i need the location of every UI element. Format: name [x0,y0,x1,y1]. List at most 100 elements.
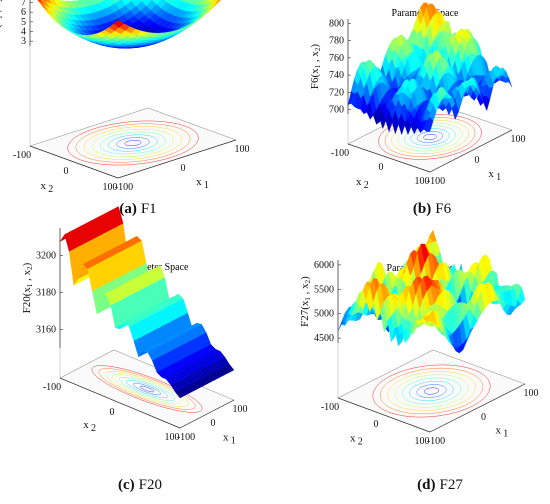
surface [347,2,513,136]
z-label-sub-2: 2 [314,47,322,51]
z-tick-label: 3180 [36,288,56,299]
z-tick-label: 6 [21,7,26,18]
x-axis-label: x [496,425,502,437]
surface-patch [207,0,214,4]
z-label-sub-2: 2 [0,0,4,2]
contour-line [124,139,142,147]
z-label-sub-1: 1 [304,297,312,301]
surface [37,0,221,49]
surface [59,206,235,399]
x-tick-label: -100 [427,176,445,187]
z-label-text: F1(x [0,18,3,39]
y-axis-label: x [40,180,46,192]
contour-line [75,123,191,163]
contour-line [132,382,162,396]
x-axis-label: x [488,168,494,180]
panel-title: Parameter Space [122,262,189,273]
z-label-close: ) [309,44,321,48]
y-axis [347,143,431,173]
y-label-subscript: 2 [358,437,363,448]
contour-line [401,377,462,405]
z-tick-label: 720 [329,87,344,98]
panel-caption: (c) F20 [118,477,162,493]
y-tick-label: 100 [415,176,430,187]
contour-line [83,126,183,160]
surface-patch [185,0,194,4]
contour-line [423,133,437,141]
contour-line [423,387,440,395]
x-tick-label: 100 [233,404,248,415]
y-tick-label: -100 [331,148,349,159]
z-tick-label: 700 [329,105,344,116]
x-tick-label: -100 [427,436,445,447]
z-tick-label: 7 [21,0,26,9]
surface-patch [203,0,211,5]
z-label-sep: , x [309,51,321,65]
y-tick-label: 100 [415,436,430,447]
z-tick-label: 740 [329,70,344,81]
panel-letter: (c) [118,477,135,493]
y-tick-label: 0 [374,419,379,430]
contour-line [416,131,444,143]
y-tick-label: -100 [43,382,61,393]
z-label-text: F27(x [299,300,311,327]
x-label-subscript: 1 [496,172,501,183]
contour-line [112,374,182,404]
x-axis [429,129,513,173]
contour-line [119,377,175,401]
contour-line [100,131,166,155]
z-label-sub-1: 1 [314,64,322,68]
contour-line [409,380,454,402]
z-tick-label: 5 [21,17,26,28]
panel-letter: (a) [119,201,137,217]
x-tick-label: 0 [211,418,216,429]
contour-line [91,365,203,413]
z-label-sep: , x [21,269,33,283]
contour-line [116,137,150,149]
panel-caption: (b) F6 [413,201,452,217]
z-label-sub-2: 2 [26,266,34,270]
panel-letter: (d) [417,477,435,493]
y-tick-label: 100 [103,182,118,193]
y-tick-label: 0 [64,166,69,177]
y-axis-label: x [356,176,362,188]
panel-f27: Parameter Space4500500055006000F27(x1 , … [299,229,539,493]
contour-line [139,385,155,393]
surface-patch [517,286,526,305]
contour-line [394,374,469,408]
y-tick-label: -100 [13,150,31,161]
contour-line [379,367,484,415]
y-axis-label: x [350,433,356,445]
x-axis [117,139,237,179]
z-tick-label: 760 [329,53,344,64]
contour-projection [67,120,199,166]
y-tick-label: 0 [110,407,115,418]
z-label-text: F6(x [309,68,321,89]
contour-line [416,384,447,398]
surface-patch [140,0,144,2]
panel-function: F1 [141,201,157,217]
surface-patch [227,364,235,372]
x-axis-label: x [196,176,202,188]
z-label-sub-1: 1 [0,15,4,19]
contour-line [98,368,196,410]
surface-patch [505,77,513,88]
z-tick-label: 800 [329,18,344,29]
contour-line [126,379,168,399]
panel-function: F6 [435,201,451,217]
z-tick-label: 3200 [36,251,56,262]
x-label-subscript: 1 [231,436,236,447]
x-axis [429,383,526,433]
z-axis-label: F27(x1 , x2) [299,276,312,327]
panel-function: F20 [139,477,162,493]
contour-projection [91,365,203,413]
x-tick-label: 0 [475,155,480,166]
surface-patch [164,0,169,3]
z-tick-label: 5500 [314,284,334,295]
surface-patch [210,0,219,7]
y-axis [337,397,431,433]
contour-projection [372,364,491,418]
panel-function: F27 [440,477,464,493]
